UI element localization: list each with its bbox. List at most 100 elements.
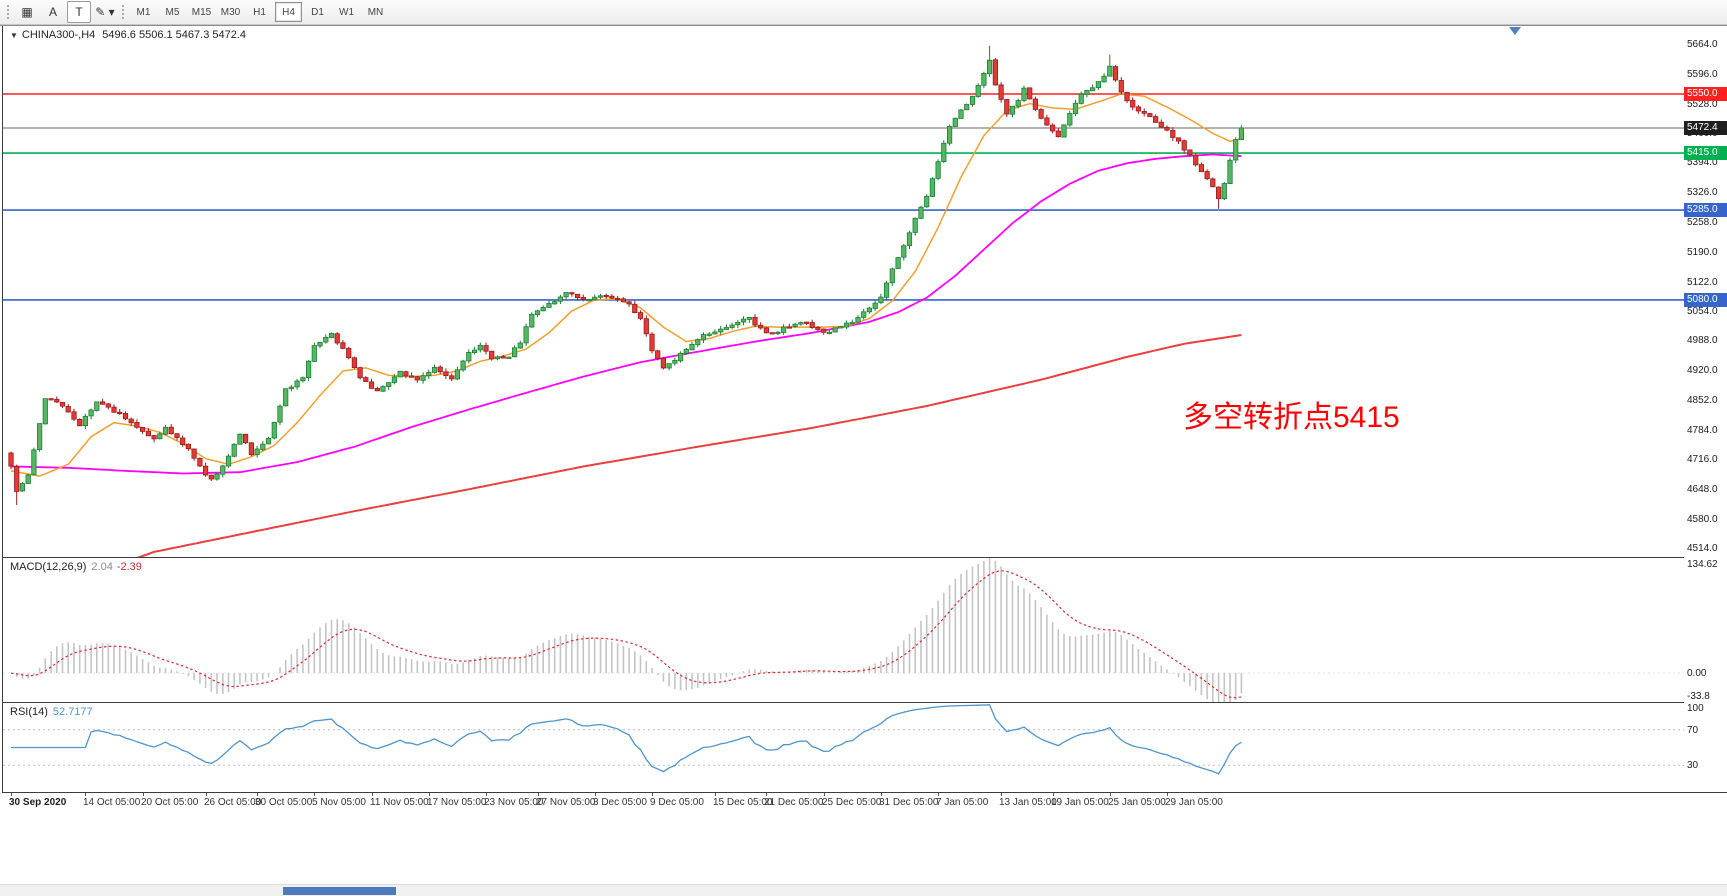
macd-signal-value: -2.39 xyxy=(116,561,142,573)
price-tag-5415.0: 5415.0 xyxy=(1684,146,1727,160)
timeframe-M30[interactable]: M30 xyxy=(220,6,241,18)
price-axis-label: 5528.0 xyxy=(1687,99,1718,110)
chart-border-left xyxy=(2,26,3,792)
horizontal-scrollbar-track[interactable] xyxy=(0,884,1727,896)
rsi-pane[interactable]: RSI(14) 52.7177 xyxy=(3,703,1684,792)
time-tick xyxy=(766,793,767,796)
time-axis-label: 5 Nov 05:00 xyxy=(312,797,366,808)
timeframe-MN[interactable]: MN xyxy=(367,6,384,18)
toolbar: ▦ A T ✎ ▾ M1 M5 M15 M30 H1 H4 D1 W1 MN xyxy=(0,0,1727,25)
rsi-axis-70: 70 xyxy=(1687,725,1699,736)
main-chart-pane[interactable]: ▼ CHINA300-,H4 5496.6 5506.1 5467.3 5472.4… xyxy=(3,26,1684,557)
time-tick xyxy=(486,793,487,796)
time-axis-label: 20 Oct 05:00 xyxy=(141,797,199,808)
toolbar-grip-2[interactable] xyxy=(121,4,126,20)
price-axis-label: 5190.0 xyxy=(1687,247,1718,258)
time-tick xyxy=(1053,793,1054,796)
macd-label: MACD(12,26,9) 2.04 -2.39 xyxy=(10,561,142,573)
price-axis-label: 4580.0 xyxy=(1687,514,1718,525)
time-tick xyxy=(11,793,12,796)
rsi-chart[interactable] xyxy=(3,703,1684,792)
price-axis[interactable]: 5664.05596.05528.05460.05394.05326.05258… xyxy=(1684,26,1727,792)
timeframe-buttons: M1 M5 M15 M30 H1 H4 D1 W1 MN xyxy=(130,2,389,22)
time-tick xyxy=(538,793,539,796)
time-tick xyxy=(314,793,315,796)
rsi-axis-30: 30 xyxy=(1687,760,1699,771)
time-tick xyxy=(1167,793,1168,796)
time-axis-label: 19 Jan 05:00 xyxy=(1051,797,1109,808)
one-click-arrow-icon[interactable]: ▼ xyxy=(10,31,18,40)
toolbar-grip[interactable] xyxy=(6,4,11,20)
time-axis-label: 23 Nov 05:00 xyxy=(484,797,544,808)
time-tick xyxy=(1001,793,1002,796)
time-axis-label: 27 Nov 05:00 xyxy=(536,797,596,808)
ohlc-readout: 5496.6 5506.1 5467.3 5472.4 xyxy=(102,29,247,41)
symbol-timeframe-label: CHINA300-,H4 xyxy=(21,29,96,41)
macd-main-value: 2.04 xyxy=(91,561,113,573)
time-tick xyxy=(429,793,430,796)
time-axis-label: 30 Sep 2020 xyxy=(9,797,67,808)
pane-separator-2[interactable] xyxy=(2,702,1727,703)
rsi-axis-100: 100 xyxy=(1687,703,1704,714)
text-tool-t-icon[interactable]: T xyxy=(67,1,91,23)
price-axis-label: 4716.0 xyxy=(1687,454,1718,465)
horizontal-scrollbar-thumb[interactable] xyxy=(283,887,396,895)
chart-border-top xyxy=(0,25,1727,26)
rsi-name: RSI(14) xyxy=(10,706,48,718)
price-tag-5285.0: 5285.0 xyxy=(1684,203,1727,217)
price-axis-label: 4852.0 xyxy=(1687,395,1718,406)
annotate-a-icon[interactable]: A xyxy=(48,5,57,19)
time-tick xyxy=(824,793,825,796)
time-axis-label: 11 Nov 05:00 xyxy=(370,797,429,808)
time-axis-label: 30 Oct 05:00 xyxy=(255,797,313,808)
price-axis-label: 5326.0 xyxy=(1687,187,1718,198)
timeframe-W1[interactable]: W1 xyxy=(339,6,354,18)
time-tick xyxy=(652,793,653,796)
price-axis-label: 5258.0 xyxy=(1687,217,1718,228)
time-axis-label: 25 Jan 05:00 xyxy=(1108,797,1166,808)
time-tick xyxy=(938,793,939,796)
time-axis-label: 3 Dec 05:00 xyxy=(593,797,647,808)
price-axis-label: 4920.0 xyxy=(1687,365,1718,376)
timeframe-M5[interactable]: M5 xyxy=(165,6,180,18)
time-axis-label: 31 Dec 05:00 xyxy=(879,797,939,808)
macd-axis-zero: 0.00 xyxy=(1687,668,1707,679)
time-axis-label: 21 Dec 05:00 xyxy=(764,797,824,808)
time-tick xyxy=(881,793,882,796)
time-axis-label: 15 Dec 05:00 xyxy=(713,797,773,808)
macd-chart[interactable] xyxy=(3,558,1684,702)
timeframe-D1[interactable]: D1 xyxy=(311,6,324,18)
time-axis-label: 9 Dec 05:00 xyxy=(650,797,704,808)
chart-title: ▼ CHINA300-,H4 5496.6 5506.1 5467.3 5472.4 xyxy=(10,29,246,41)
time-tick xyxy=(257,793,258,796)
macd-pane[interactable]: MACD(12,26,9) 2.04 -2.39 xyxy=(3,558,1684,702)
time-axis-label: 7 Jan 05:00 xyxy=(936,797,989,808)
time-axis[interactable]: 30 Sep 2020 14 Oct 05:00 20 Oct 05:00 26 Oc… xyxy=(3,793,1727,811)
macd-axis-min: -33.8 xyxy=(1687,691,1710,702)
price-axis-label: 5664.0 xyxy=(1687,39,1718,50)
time-tick xyxy=(206,793,207,796)
price-axis-label: 5596.0 xyxy=(1687,69,1718,80)
timeframe-M1[interactable]: M1 xyxy=(136,6,151,18)
timeframe-M15[interactable]: M15 xyxy=(191,6,212,18)
time-axis-label: 26 Oct 05:00 xyxy=(204,797,262,808)
draw-style-icon[interactable]: ✎ ▾ xyxy=(95,5,115,19)
time-tick xyxy=(1110,793,1111,796)
price-tag-5080.0: 5080.0 xyxy=(1684,293,1727,307)
chart-grid-icon[interactable]: ▦ xyxy=(21,5,33,19)
time-tick xyxy=(372,793,373,796)
chinese-annotation: 多空转折点5415 xyxy=(1183,401,1400,434)
price-tag-5550.0: 5550.0 xyxy=(1684,87,1727,101)
price-axis-label: 4988.0 xyxy=(1687,335,1718,346)
pane-separator-1[interactable] xyxy=(2,557,1727,558)
price-axis-label: 4514.0 xyxy=(1687,543,1718,554)
pane-separator-3 xyxy=(2,792,1727,793)
price-axis-label: 5054.0 xyxy=(1687,306,1718,317)
time-tick xyxy=(715,793,716,796)
timeframe-H4[interactable]: H4 xyxy=(275,2,302,22)
timeframe-H1[interactable]: H1 xyxy=(253,6,266,18)
time-axis-label: 13 Jan 05:00 xyxy=(999,797,1057,808)
candlestick-chart[interactable] xyxy=(3,26,1684,557)
time-tick xyxy=(595,793,596,796)
